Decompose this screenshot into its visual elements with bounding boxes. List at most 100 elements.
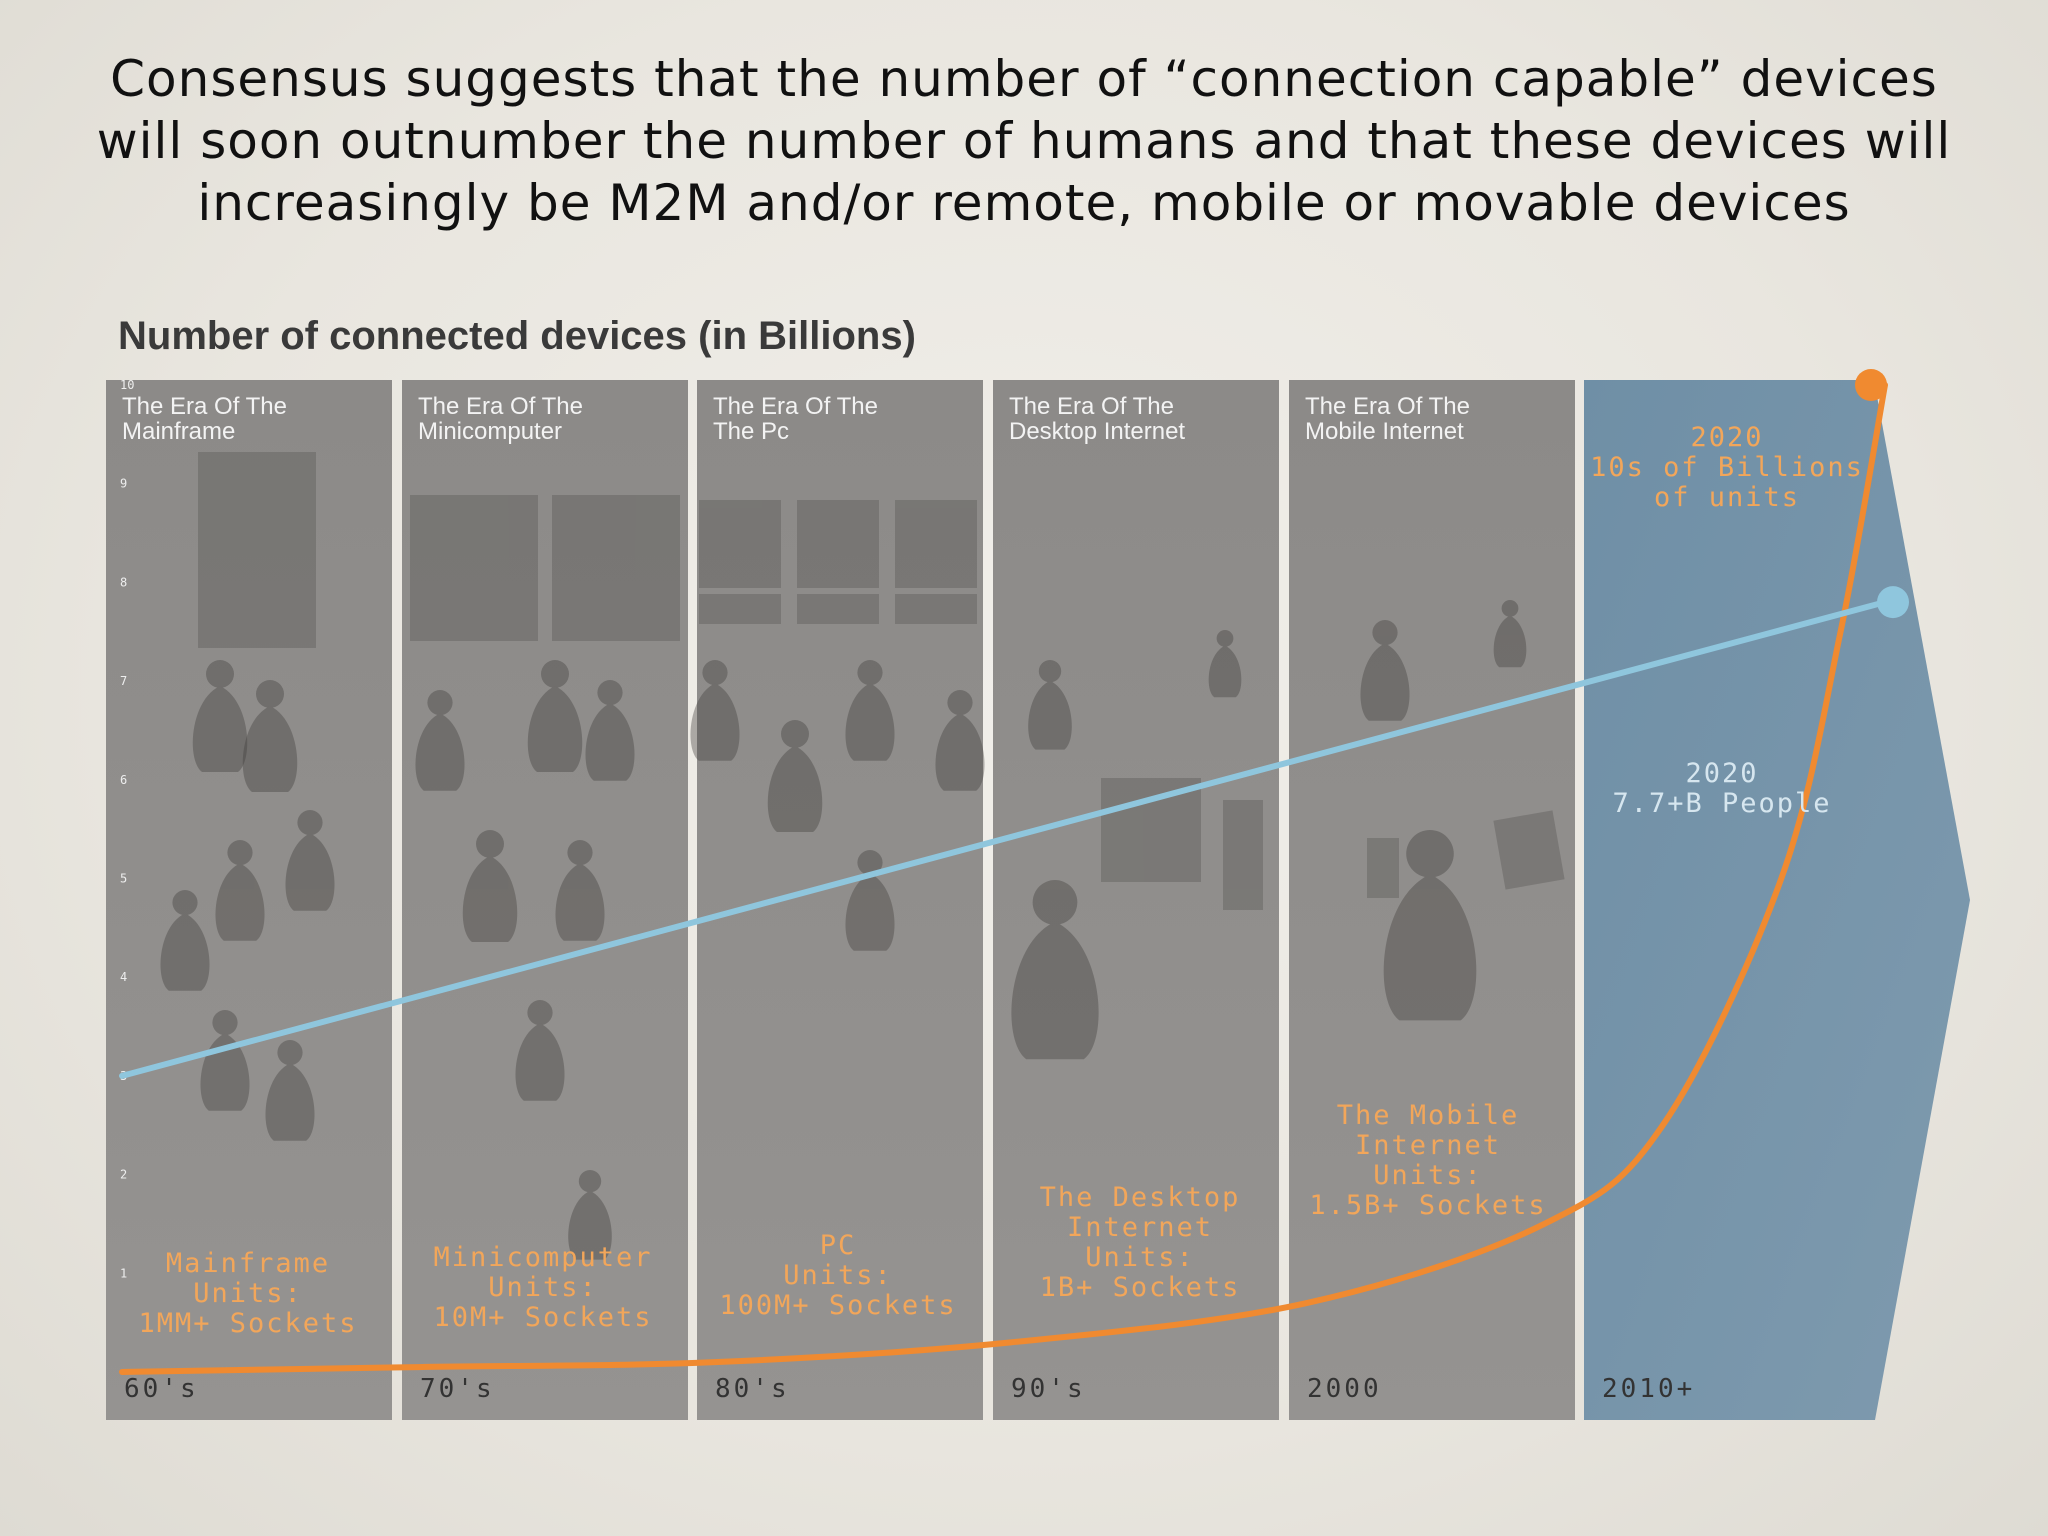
person-silhouette-head bbox=[256, 680, 284, 708]
person-silhouette-body bbox=[568, 1190, 612, 1260]
person-silhouette-head bbox=[227, 840, 253, 866]
person-silhouette bbox=[242, 680, 298, 792]
devices-2020-annotation-line: 10s of Billions bbox=[1590, 452, 1864, 483]
era-title: The Era Of The Minicomputer bbox=[418, 393, 583, 445]
person-silhouette-head bbox=[947, 690, 973, 716]
units-label-line: The Desktop bbox=[1040, 1182, 1241, 1213]
era-title: The Era Of The Desktop Internet bbox=[1009, 393, 1185, 445]
person-silhouette-body bbox=[1011, 921, 1099, 1060]
person-silhouette-body bbox=[585, 703, 635, 781]
headline-line-2: will soon outnumber the number of humans… bbox=[96, 112, 1952, 170]
person-silhouette bbox=[1028, 660, 1072, 750]
chart-title: Number of connected devices (in Billions… bbox=[118, 314, 916, 358]
era-panel-5: 2010+ bbox=[1584, 380, 1970, 1420]
devices-endpoint-marker bbox=[1855, 369, 1887, 401]
person-silhouette bbox=[568, 1170, 612, 1260]
era-machine-icons bbox=[410, 495, 680, 641]
person-silhouette-head bbox=[567, 840, 593, 866]
person-silhouette bbox=[767, 720, 823, 832]
person-silhouette-body bbox=[1208, 645, 1242, 698]
person-silhouette-head bbox=[1501, 600, 1519, 617]
person-silhouette-body bbox=[1493, 615, 1527, 668]
people-series-line bbox=[119, 599, 1888, 1079]
person-silhouette-head bbox=[781, 720, 809, 748]
people-2020-annotation: 2020 7.7+B People bbox=[1612, 758, 1831, 819]
era-title-line: The Era Of The bbox=[122, 393, 287, 420]
person-silhouette bbox=[585, 680, 635, 781]
person-silhouette-body bbox=[767, 746, 823, 832]
era-title-line: Desktop Internet bbox=[1009, 418, 1185, 445]
era-title: The Era Of The Mainframe bbox=[122, 393, 287, 445]
era-panel-3: The Era Of The Desktop Internet 90's bbox=[993, 380, 1279, 1420]
tower-icon bbox=[1223, 800, 1263, 910]
units-label-line: Units: bbox=[1085, 1242, 1195, 1273]
y-tick-label: 6 bbox=[120, 773, 127, 787]
person-silhouette-body bbox=[527, 686, 583, 772]
person-silhouette-body bbox=[845, 683, 895, 761]
pc-base-icon bbox=[797, 594, 879, 624]
person-silhouette-head bbox=[527, 1000, 553, 1026]
era-title-line: Minicomputer bbox=[418, 418, 562, 445]
era-title-line: The Era Of The bbox=[1009, 393, 1174, 420]
era-machine-icons bbox=[699, 500, 977, 624]
era-panel-4: The Era Of The Mobile Internet 2000 bbox=[1289, 380, 1575, 1420]
decade-label: 2010+ bbox=[1602, 1374, 1695, 1404]
person-silhouette bbox=[265, 1040, 315, 1141]
units-label-line: PC bbox=[820, 1230, 857, 1261]
pc-icon bbox=[895, 500, 977, 588]
minicomputer-icon bbox=[552, 495, 680, 641]
era-panel-bg bbox=[993, 380, 1279, 1420]
units-label-line: Units: bbox=[1373, 1160, 1483, 1191]
person-silhouette-head bbox=[476, 830, 504, 858]
person-silhouette bbox=[845, 850, 895, 951]
era-panel-bg bbox=[402, 380, 688, 1420]
era-title: The Era Of The Mobile Internet bbox=[1305, 393, 1470, 445]
person-silhouette bbox=[515, 1000, 565, 1101]
pc-icon bbox=[699, 500, 781, 588]
person-silhouette-head bbox=[597, 680, 623, 706]
person-silhouette-head bbox=[297, 810, 323, 836]
person-silhouette bbox=[1011, 880, 1099, 1060]
units-label: PC Units: 100M+ Sockets bbox=[719, 1230, 956, 1321]
era-machine-icons bbox=[1367, 810, 1565, 898]
person-silhouette bbox=[845, 660, 895, 761]
pc-base-icon bbox=[895, 594, 977, 624]
units-label-line: Mainframe bbox=[166, 1248, 330, 1279]
era-machine-icons bbox=[198, 452, 316, 648]
person-silhouette-head bbox=[857, 660, 883, 686]
person-silhouette bbox=[527, 660, 583, 772]
person-silhouette-head bbox=[1032, 880, 1078, 925]
person-silhouette bbox=[215, 840, 265, 941]
era-title-line: The Era Of The bbox=[713, 393, 878, 420]
units-label-line: 100M+ Sockets bbox=[719, 1290, 956, 1321]
person-silhouette bbox=[1493, 600, 1527, 668]
decade-label: 80's bbox=[715, 1374, 790, 1404]
headline-line-1: Consensus suggests that the number of “c… bbox=[110, 50, 1938, 108]
y-tick-label: 4 bbox=[120, 970, 127, 984]
person-silhouette-body bbox=[415, 713, 465, 791]
person-silhouette-body bbox=[1383, 874, 1477, 1021]
person-silhouette-head bbox=[578, 1170, 602, 1193]
person-silhouette-body bbox=[265, 1063, 315, 1141]
people-2020-annotation-line: 2020 bbox=[1685, 758, 1758, 789]
person-silhouette-head bbox=[1038, 660, 1062, 683]
era-title-line: Mainframe bbox=[122, 418, 235, 445]
person-silhouette-head bbox=[206, 660, 234, 688]
person-silhouette bbox=[1208, 630, 1242, 698]
person-silhouette-body bbox=[215, 863, 265, 941]
person-silhouette-head bbox=[857, 850, 883, 876]
units-label: The Desktop Internet Units: 1B+ Sockets bbox=[1040, 1182, 1241, 1303]
units-label-line: Internet bbox=[1355, 1130, 1501, 1161]
era-panel-bg bbox=[106, 380, 392, 1420]
monitor-icon bbox=[1101, 778, 1201, 882]
units-label-line: 1.5B+ Sockets bbox=[1309, 1190, 1546, 1221]
phone-icon bbox=[1367, 838, 1399, 898]
era-machine-icons bbox=[1101, 778, 1263, 910]
decade-label: 70's bbox=[420, 1374, 495, 1404]
devices-2020-annotation-line: of units bbox=[1654, 482, 1800, 513]
y-tick-label: 5 bbox=[120, 872, 127, 886]
units-label-line: Units: bbox=[488, 1272, 598, 1303]
units-label-line: 1B+ Sockets bbox=[1040, 1272, 1241, 1303]
